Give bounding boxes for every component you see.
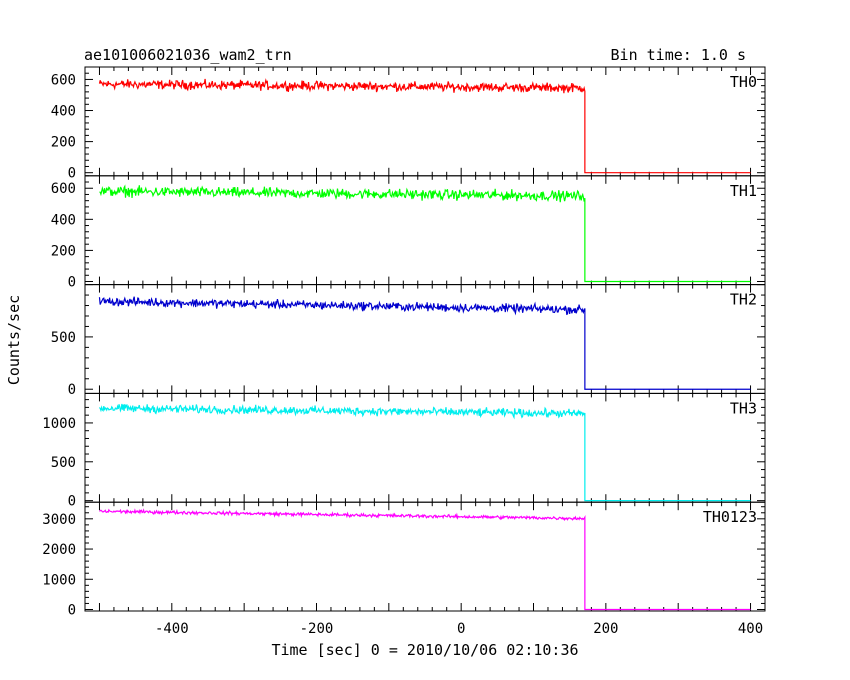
y-axis-label: Counts/sec: [5, 295, 23, 385]
panel-frame: [84, 501, 766, 612]
panel-label: TH2: [730, 291, 757, 309]
panel-label: TH0: [730, 73, 757, 91]
panel-frame: [84, 66, 766, 177]
panel-th1: 0 200 400 600 TH1: [51, 175, 766, 290]
y-tick-label: 0: [68, 274, 76, 290]
y-tick-label: 0: [68, 166, 76, 182]
y-tick-label: 0: [68, 494, 76, 510]
series-th2: [98, 296, 751, 390]
panel-label: TH0123: [703, 508, 757, 526]
y-tick-label: 400: [51, 104, 76, 120]
series-th0123: [99, 508, 751, 611]
bin-time-label: Bin time: 1.0 s: [611, 46, 746, 64]
x-axis-label: Time [sec] 0 = 2010/10/06 02:10:36: [271, 641, 578, 659]
x-tick-label: -400: [155, 621, 189, 637]
y-tick-label: 0: [68, 382, 76, 398]
y-tick-label: 600: [51, 72, 76, 88]
y-tick-label: 3000: [42, 512, 76, 528]
y-tick-label: 200: [51, 243, 76, 259]
series-th3: [98, 403, 751, 502]
panel-label: TH3: [730, 399, 757, 417]
y-tick-label: 2000: [42, 542, 76, 558]
panels: 0 200 400 600 TH0 0 200 400 600 TH1 0 500 TH2 0 500 100…: [42, 66, 766, 637]
panel-th0: 0 200 400 600 TH0: [51, 66, 766, 182]
y-tick-label: 500: [51, 330, 76, 346]
x-tick-label: 0: [457, 621, 465, 637]
series-th1: [99, 184, 751, 283]
y-tick-label: 500: [51, 455, 76, 471]
chart-title: ae101006021036_wam2_trn: [84, 46, 292, 64]
panel-th2: 0 500 TH2: [51, 284, 766, 398]
y-tick-label: 400: [51, 212, 76, 228]
panel-frame: [84, 284, 766, 394]
y-tick-label: 1000: [42, 416, 76, 432]
y-tick-label: 0: [68, 602, 76, 618]
panel-th3: 0 500 1000 TH3: [42, 392, 766, 510]
x-tick-label: -200: [300, 621, 334, 637]
y-tick-label: 600: [51, 181, 76, 197]
x-tick-label: 400: [738, 621, 763, 637]
x-tick-label: 200: [593, 621, 618, 637]
panel-label: TH1: [730, 182, 757, 200]
y-tick-label: 1000: [42, 572, 76, 588]
y-tick-label: 200: [51, 135, 76, 151]
series-th0: [98, 78, 751, 174]
panel-th0123: 0 1000 2000 3000 TH0123: [42, 501, 766, 618]
